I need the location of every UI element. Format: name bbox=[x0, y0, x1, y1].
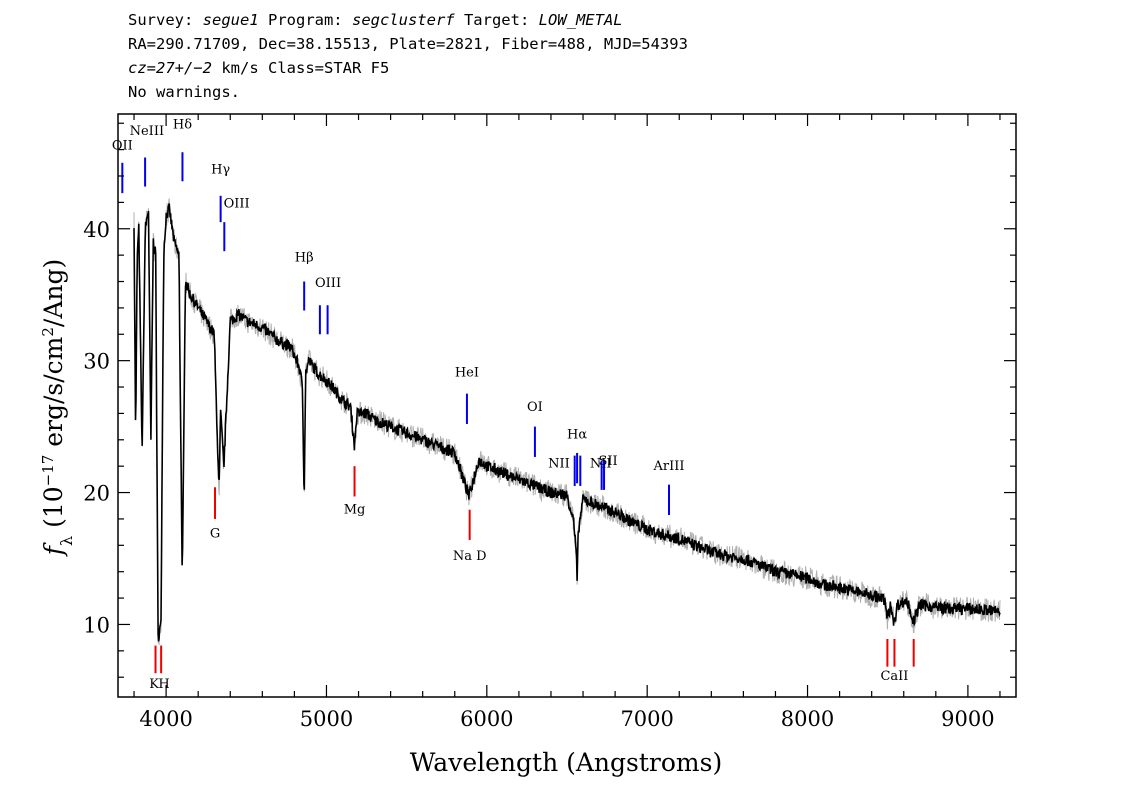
y-axis-exp2: 2 bbox=[39, 327, 57, 337]
header-line-3: cz=27+/−2 km/s Class=STAR F5 bbox=[128, 57, 389, 79]
line-label: OII bbox=[112, 139, 133, 154]
line-label: Hδ bbox=[173, 118, 192, 133]
y-axis-title: fλ (10−17 erg/s/cm2/Ang) bbox=[39, 259, 76, 558]
header-line-1: Survey: segue1 Program: segclusterf Targ… bbox=[128, 9, 623, 31]
x-tick-label: 5000 bbox=[300, 707, 353, 731]
line-label: OIII bbox=[224, 197, 250, 212]
x-tick-label: 4000 bbox=[139, 707, 192, 731]
survey-value: segue1 bbox=[202, 11, 259, 29]
line-label: K bbox=[149, 677, 159, 692]
x-tick-label: 7000 bbox=[620, 707, 673, 731]
class-info: km/s Class=STAR F5 bbox=[212, 59, 390, 77]
survey-label: Survey: bbox=[128, 11, 203, 29]
program-label: Program: bbox=[258, 11, 352, 29]
header-line-4: No warnings. bbox=[128, 83, 240, 101]
y-tick-label: 20 bbox=[83, 482, 110, 506]
axes: 4000 5000 6000 7000 8000 9000 10 20 30 40 bbox=[83, 113, 1017, 731]
y-axis-exp: −17 bbox=[39, 455, 57, 487]
spectrum-trace bbox=[133, 203, 1001, 642]
x-tick-label: 6000 bbox=[460, 707, 513, 731]
line-label: Na D bbox=[453, 549, 487, 564]
y-tick-label: 40 bbox=[83, 218, 110, 242]
line-label: G bbox=[210, 526, 220, 541]
line-label: Mg bbox=[344, 503, 366, 518]
y-axis-units-c: /Ang) bbox=[39, 259, 68, 327]
y-axis-flambda: f bbox=[39, 542, 68, 557]
line-label: SII bbox=[598, 454, 617, 469]
line-label: NeIII bbox=[130, 124, 164, 139]
line-label: ArIII bbox=[652, 459, 684, 474]
x-axis-title: Wavelength (Angstroms) bbox=[410, 748, 722, 777]
x-tick-label: 9000 bbox=[941, 707, 994, 731]
line-label: Hβ bbox=[295, 251, 314, 266]
line-label: NII bbox=[590, 456, 612, 471]
y-tick-label: 10 bbox=[83, 613, 110, 637]
line-label: OIII bbox=[315, 276, 341, 291]
y-axis-units-b: erg/s/cm bbox=[39, 336, 68, 454]
y-axis-lambda-sub: λ bbox=[57, 536, 76, 546]
target-label: Target: bbox=[454, 11, 539, 29]
program-value: segclusterf bbox=[351, 11, 455, 29]
line-label: H bbox=[158, 677, 169, 692]
y-tick-label: 30 bbox=[83, 350, 110, 374]
line-label: NII bbox=[548, 456, 570, 471]
line-label: Hγ bbox=[211, 162, 230, 177]
spectrum-line bbox=[133, 203, 1001, 642]
cz-value: cz=27+/−2 bbox=[128, 59, 212, 77]
target-value: LOW_METAL bbox=[538, 11, 623, 29]
plot-frame bbox=[117, 113, 1017, 698]
x-tick-label: 8000 bbox=[781, 707, 834, 731]
header-line-2: RA=290.71709, Dec=38.15513, Plate=2821, … bbox=[128, 35, 688, 53]
line-label: HeI bbox=[455, 365, 479, 380]
line-label: Hα bbox=[567, 427, 587, 442]
line-label: OI bbox=[527, 400, 543, 415]
y-axis-units-a: (10 bbox=[39, 486, 68, 536]
line-label: CaII bbox=[880, 669, 908, 684]
error-trace bbox=[133, 198, 1001, 646]
error-band bbox=[133, 198, 1001, 646]
